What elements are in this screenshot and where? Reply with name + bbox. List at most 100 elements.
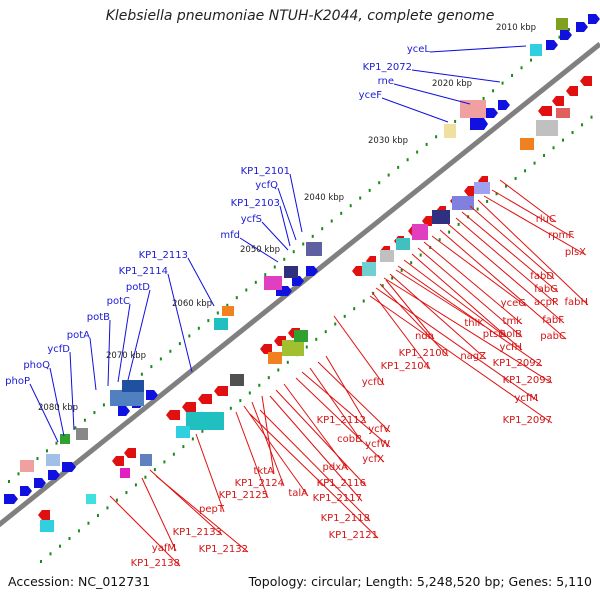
gene-category-box <box>452 196 474 210</box>
leader-line <box>397 265 543 367</box>
leader-line <box>499 179 557 223</box>
leader-line <box>383 277 553 384</box>
leader-line <box>109 495 181 567</box>
scale-tick <box>362 299 365 303</box>
leader-line <box>187 257 215 307</box>
leader-line <box>393 83 471 105</box>
scale-tick <box>520 66 523 70</box>
leader-line <box>301 371 391 448</box>
scale-tick <box>448 230 451 234</box>
scale-tick <box>150 365 153 369</box>
forward-gene-arrow <box>4 494 18 504</box>
gene-category-box <box>520 138 534 150</box>
scale-tick <box>410 261 413 265</box>
scale-tick <box>191 437 194 441</box>
scale-tick <box>93 411 96 415</box>
leader-line <box>447 223 565 324</box>
leader-line <box>277 187 297 241</box>
scale-tick <box>292 250 295 254</box>
gene-category-box <box>396 238 410 250</box>
scale-tick <box>197 326 200 330</box>
scale-tick <box>40 560 42 563</box>
scale-label: 2070 kbp <box>106 351 146 361</box>
forward-gene-arrow <box>146 390 158 400</box>
scale-tick <box>267 376 270 380</box>
forward-gene-arrow <box>588 14 600 24</box>
gene-label: ycfW <box>365 439 390 450</box>
gene-category-box <box>530 44 542 56</box>
gene-category-box <box>294 330 308 342</box>
leader-line <box>423 241 523 325</box>
gene-label: cobB <box>337 434 362 445</box>
scale-tick <box>340 211 343 215</box>
scale-tick <box>68 537 71 541</box>
gene-label: phoP <box>5 376 30 387</box>
gene-label: KP1_2125 <box>219 490 268 501</box>
gene-category-box <box>380 250 394 262</box>
scale-tick <box>511 73 514 77</box>
gene-label: KP1_2103 <box>231 198 280 209</box>
scale-tick <box>353 307 356 311</box>
gene-label: KP1_2121 <box>329 530 378 541</box>
forward-gene-arrow <box>292 276 304 286</box>
scale-tick <box>495 192 498 196</box>
scale-label: 2010 kbp <box>496 23 536 33</box>
forward-gene-arrow <box>546 40 558 50</box>
reverse-gene-arrow <box>182 402 196 412</box>
gene-label: potA <box>67 330 90 341</box>
scale-tick <box>334 322 337 326</box>
gene-label: KP1_2113 <box>139 250 188 261</box>
leader-line <box>261 395 275 475</box>
gene-label: potB <box>87 312 110 323</box>
leader-line <box>455 217 559 306</box>
scale-tick <box>258 383 261 387</box>
gene-category-box <box>86 494 96 504</box>
leader-line <box>249 413 379 539</box>
gene-category-box <box>120 468 130 478</box>
gene-label: rne <box>378 76 394 87</box>
scale-tick <box>530 58 533 62</box>
scale-tick <box>590 115 593 119</box>
leader-line <box>379 283 449 357</box>
leader-line <box>417 247 523 338</box>
leader-line <box>411 253 523 351</box>
forward-gene-arrow <box>62 462 76 472</box>
gene-category-box <box>306 242 322 256</box>
scale-tick <box>524 169 527 173</box>
leader-line <box>167 273 193 373</box>
scale-tick <box>45 449 48 453</box>
gene-category-box <box>556 108 570 118</box>
scale-tick <box>533 161 536 165</box>
gene-label: yafM <box>152 543 176 554</box>
forward-gene-arrow <box>20 486 32 496</box>
gene-category-box <box>140 454 152 466</box>
gene-label: potD <box>126 282 150 293</box>
gene-label: talA <box>288 488 308 499</box>
gene-label: KP1_2112 <box>317 415 366 426</box>
gene-label: KP1_2118 <box>321 513 370 524</box>
scale-tick <box>216 311 219 315</box>
gene-label: pdxA <box>323 462 349 473</box>
gene-label: mfd <box>220 230 240 241</box>
scale-tick <box>391 276 394 280</box>
scale-tick <box>153 468 156 472</box>
scale-tick <box>324 330 327 334</box>
scale-tick <box>74 426 77 430</box>
scale-tick <box>178 342 181 346</box>
gene-label: ycfM <box>514 393 538 404</box>
scale-tick <box>8 480 10 483</box>
forward-gene-arrow <box>470 118 488 130</box>
scale-tick <box>163 460 166 464</box>
reverse-gene-arrow <box>422 216 432 226</box>
scale-tick <box>305 345 308 349</box>
forward-gene-arrow <box>34 478 46 488</box>
reverse-gene-arrow <box>214 386 228 396</box>
reverse-gene-arrow <box>464 186 474 196</box>
scale-tick <box>406 158 409 162</box>
gene-label: KP1_2133 <box>173 527 222 538</box>
scale-tick <box>438 238 441 242</box>
reverse-gene-arrow <box>112 456 124 466</box>
forward-gene-arrow <box>576 22 588 32</box>
gene-label: KP1_2114 <box>119 266 168 277</box>
